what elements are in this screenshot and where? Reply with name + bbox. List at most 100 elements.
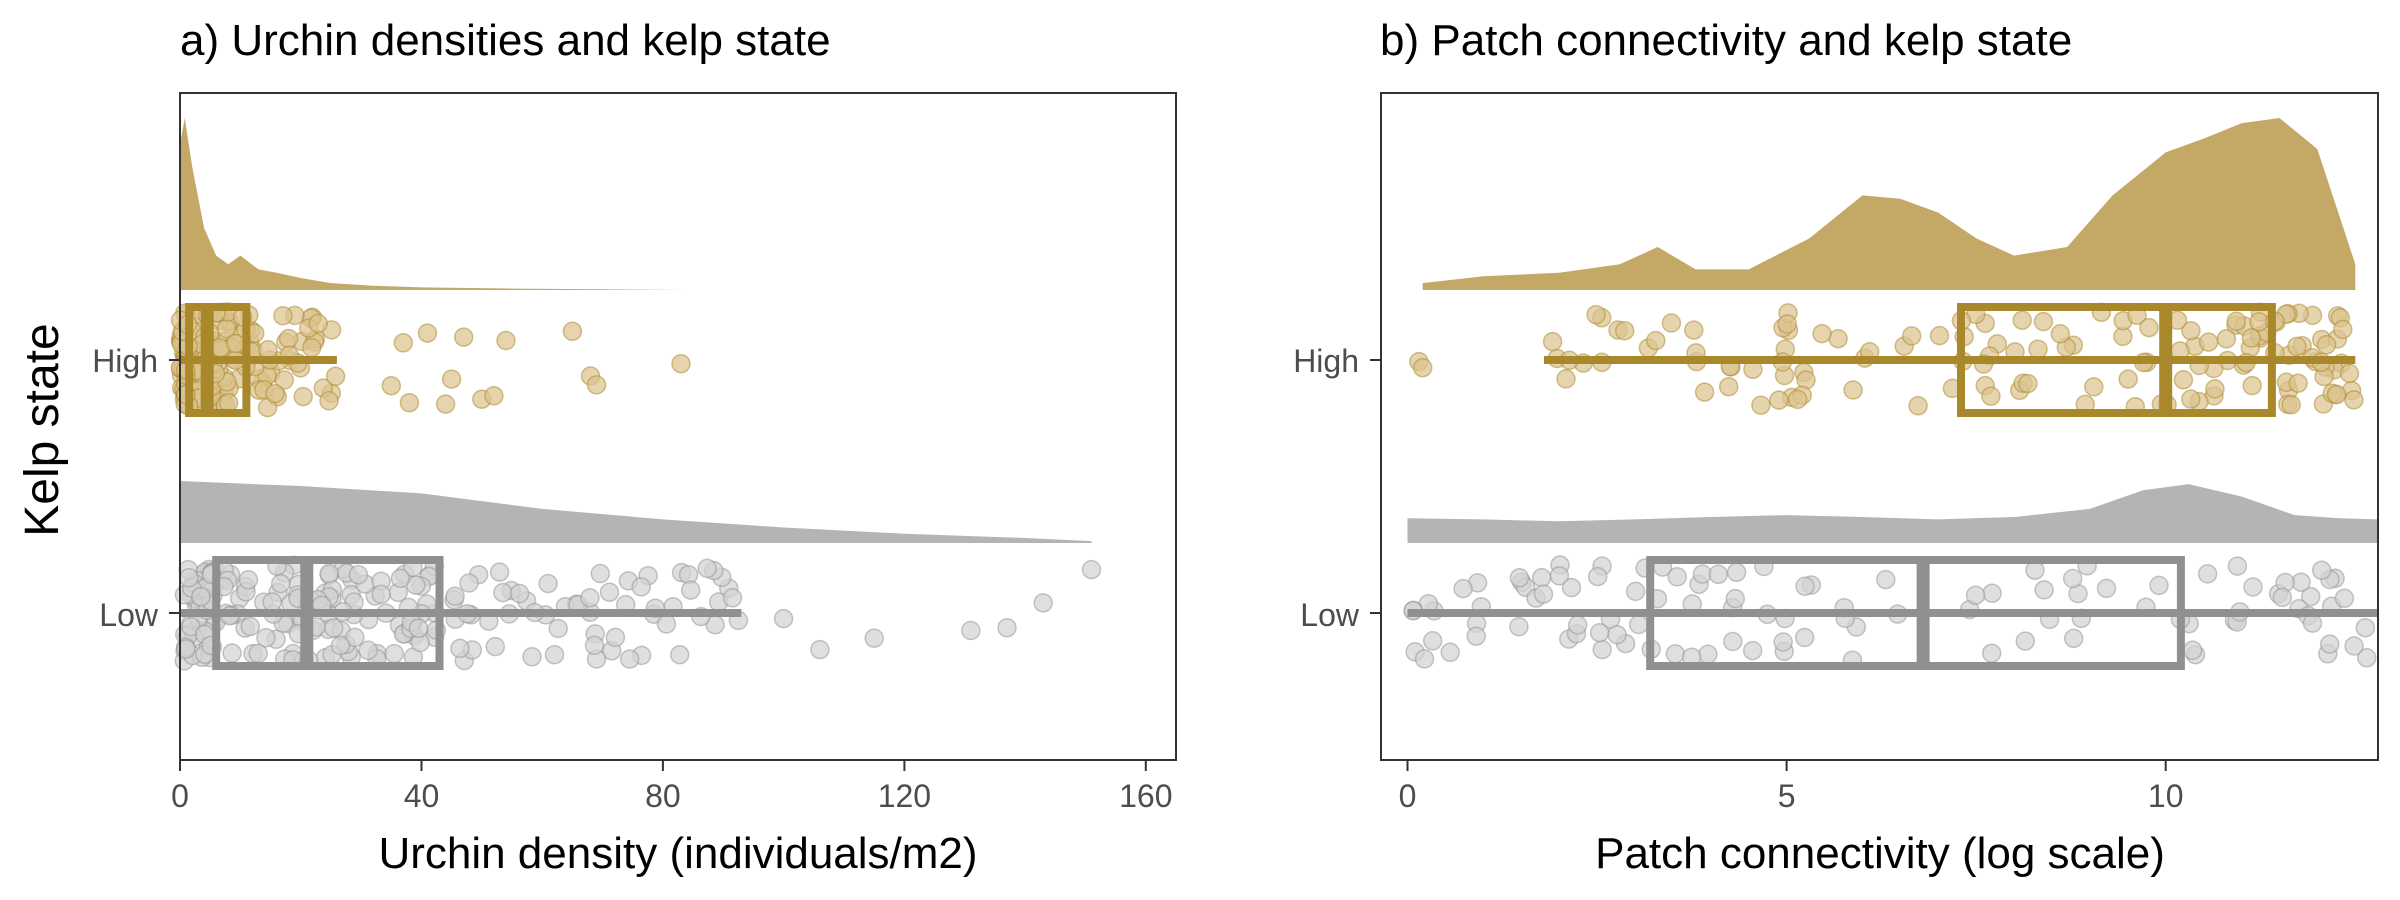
data-point bbox=[997, 617, 1017, 638]
data-point bbox=[1726, 562, 1747, 583]
data-point bbox=[1607, 624, 1627, 645]
density-ridge-high bbox=[180, 118, 688, 290]
data-point bbox=[393, 333, 414, 353]
x-tick-label: 0 bbox=[1399, 778, 1417, 814]
data-point bbox=[450, 638, 470, 659]
panel-a: a) Urchin densities and kelp state High … bbox=[92, 16, 1177, 878]
data-point bbox=[2288, 373, 2308, 393]
data-point bbox=[722, 588, 743, 608]
data-point bbox=[191, 586, 211, 607]
data-point bbox=[1665, 644, 1686, 664]
data-point bbox=[2216, 329, 2237, 349]
data-point bbox=[2033, 311, 2054, 332]
data-point bbox=[1718, 376, 1739, 397]
data-point bbox=[2149, 575, 2169, 596]
data-point bbox=[2344, 636, 2364, 656]
data-point bbox=[2181, 320, 2201, 341]
data-point bbox=[1646, 330, 1666, 351]
data-point bbox=[1698, 644, 1718, 665]
panel-a-title: a) Urchin densities and kelp state bbox=[180, 16, 831, 65]
data-point bbox=[2015, 631, 2036, 651]
data-point bbox=[1661, 313, 1682, 333]
data-point bbox=[2012, 310, 2032, 330]
data-point bbox=[1033, 593, 1053, 613]
data-point bbox=[1422, 631, 1443, 651]
data-point bbox=[1694, 382, 1715, 402]
data-point bbox=[1509, 568, 1530, 588]
x-tick-label: 80 bbox=[645, 778, 681, 814]
data-point bbox=[1751, 395, 1771, 415]
data-point bbox=[1723, 631, 1743, 652]
data-point bbox=[1876, 569, 1896, 590]
data-point bbox=[864, 628, 884, 648]
panel-a-frame bbox=[179, 92, 1177, 761]
data-point bbox=[2316, 335, 2337, 355]
panel-b-frame bbox=[1380, 92, 2379, 761]
data-point bbox=[384, 643, 405, 664]
data-point bbox=[1667, 567, 1687, 587]
data-point bbox=[325, 366, 346, 387]
points-low bbox=[1403, 555, 2377, 670]
data-point bbox=[810, 639, 830, 660]
data-point bbox=[548, 618, 568, 639]
data-point bbox=[319, 563, 339, 584]
data-point bbox=[1531, 567, 1552, 588]
data-point bbox=[319, 391, 339, 411]
data-point bbox=[580, 588, 600, 608]
data-point bbox=[485, 636, 506, 657]
x-tick-label: 40 bbox=[404, 778, 440, 814]
data-point bbox=[2300, 586, 2321, 607]
data-point bbox=[1614, 320, 1635, 341]
data-point bbox=[1412, 357, 1433, 378]
data-point bbox=[358, 640, 378, 661]
data-point bbox=[1777, 314, 1797, 334]
box-low bbox=[1646, 556, 2185, 670]
box-high bbox=[185, 303, 251, 417]
y-tick-label-low: Low bbox=[1300, 597, 1360, 633]
data-point bbox=[348, 564, 369, 585]
data-point bbox=[493, 582, 513, 603]
data-point bbox=[961, 620, 981, 641]
data-point bbox=[2356, 648, 2377, 668]
y-tick-label-high: High bbox=[92, 343, 158, 379]
x-tick-label: 0 bbox=[171, 778, 189, 814]
data-point bbox=[1625, 581, 1646, 602]
data-point bbox=[484, 386, 504, 406]
data-point bbox=[1440, 642, 1460, 663]
data-point bbox=[1794, 627, 1815, 648]
data-point bbox=[2018, 373, 2038, 394]
data-point bbox=[1981, 386, 2001, 406]
data-point bbox=[435, 394, 456, 414]
data-point bbox=[1812, 323, 1832, 344]
data-point bbox=[222, 643, 242, 663]
data-point bbox=[1773, 632, 1793, 652]
data-point bbox=[1787, 389, 1808, 410]
data-point bbox=[2241, 328, 2262, 348]
data-point bbox=[2173, 370, 2194, 390]
x-tick-label: 5 bbox=[1778, 778, 1796, 814]
data-point bbox=[2084, 377, 2104, 397]
density-ridge-low bbox=[180, 481, 1092, 543]
data-point bbox=[599, 582, 620, 602]
data-point bbox=[2197, 564, 2218, 584]
data-point bbox=[1628, 614, 1649, 635]
data-point bbox=[1556, 369, 1576, 389]
box-high bbox=[1957, 303, 2276, 417]
data-point bbox=[1414, 649, 1435, 669]
data-point bbox=[2355, 617, 2376, 638]
data-point bbox=[1589, 622, 1610, 643]
data-point bbox=[1708, 564, 1729, 585]
data-point bbox=[1908, 396, 1928, 416]
data-point bbox=[671, 353, 691, 374]
data-point bbox=[680, 580, 701, 600]
density-ridge-low bbox=[1407, 484, 2378, 543]
panel-b-title: b) Patch connectivity and kelp state bbox=[1380, 16, 2072, 65]
data-point bbox=[1981, 643, 2002, 663]
x-tick-label: 120 bbox=[878, 778, 931, 814]
data-point bbox=[381, 375, 402, 396]
data-point bbox=[1587, 566, 1608, 587]
box-low bbox=[212, 556, 444, 670]
data-point bbox=[586, 375, 607, 395]
panel-b: b) Patch connectivity and kelp state Hig… bbox=[1293, 16, 2379, 878]
y-axis-title: Kelp state bbox=[16, 323, 69, 536]
